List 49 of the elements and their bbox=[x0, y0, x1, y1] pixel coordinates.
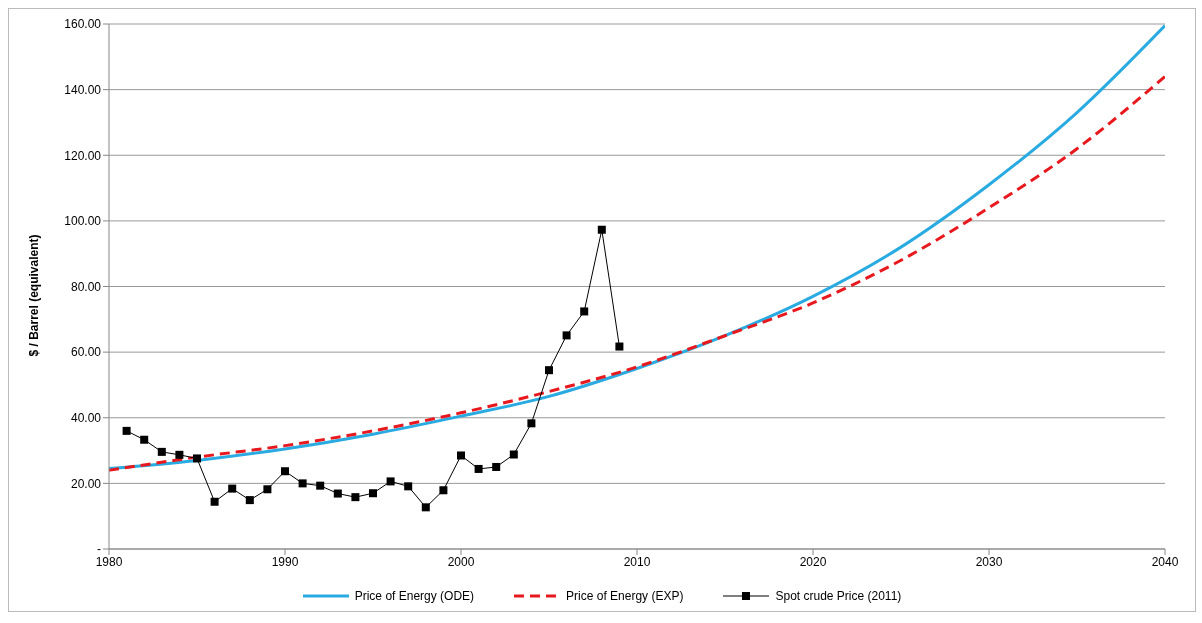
point bbox=[386, 477, 395, 486]
point bbox=[351, 493, 360, 502]
point bbox=[333, 489, 342, 498]
x-tick-label: 2030 bbox=[975, 554, 1003, 569]
x-tick-label: 2040 bbox=[1151, 554, 1179, 569]
point bbox=[122, 426, 131, 435]
point bbox=[210, 497, 219, 506]
point bbox=[193, 454, 201, 463]
y-tick-label: 120.00 bbox=[64, 148, 102, 163]
legend-label: Spot crude Price (2011) bbox=[775, 589, 902, 603]
y-tick-label: 140.00 bbox=[64, 82, 102, 97]
point bbox=[439, 486, 448, 495]
point bbox=[562, 331, 571, 340]
point bbox=[421, 503, 430, 512]
point bbox=[545, 366, 553, 375]
y-tick-label: 40.00 bbox=[70, 411, 102, 426]
point bbox=[580, 307, 589, 316]
point bbox=[474, 464, 483, 473]
legend-label: Price of Energy (ODE) bbox=[354, 589, 475, 603]
point bbox=[140, 435, 149, 444]
legend-label: Price of Energy (EXP) bbox=[566, 589, 684, 603]
point bbox=[404, 482, 413, 491]
x-tick-label: 2010 bbox=[623, 554, 651, 569]
point bbox=[615, 342, 624, 351]
point bbox=[597, 225, 606, 234]
x-tick-label: 1990 bbox=[271, 554, 299, 569]
point bbox=[157, 447, 166, 456]
point bbox=[263, 485, 272, 494]
point bbox=[298, 479, 307, 488]
x-tick-label: 2000 bbox=[447, 554, 475, 569]
point bbox=[527, 419, 536, 428]
x-tick-label: 2020 bbox=[799, 554, 827, 569]
point bbox=[228, 484, 237, 493]
y-tick-label: 100.00 bbox=[64, 214, 102, 229]
y-axis-title: $ / Barrel (equivalent) bbox=[27, 234, 42, 357]
point bbox=[245, 496, 254, 505]
point bbox=[509, 450, 518, 459]
y-tick-label: 160.00 bbox=[64, 17, 102, 32]
y-tick-label: 20.00 bbox=[70, 476, 102, 491]
point bbox=[492, 462, 501, 471]
point bbox=[457, 451, 465, 460]
point bbox=[316, 481, 325, 490]
y-tick-label: 60.00 bbox=[70, 345, 102, 360]
point bbox=[281, 467, 289, 476]
point bbox=[175, 450, 184, 459]
point bbox=[369, 489, 377, 498]
x-tick-label: 1980 bbox=[95, 554, 123, 569]
y-tick-label: 80.00 bbox=[70, 279, 102, 294]
y-tick-label: - bbox=[97, 542, 101, 557]
